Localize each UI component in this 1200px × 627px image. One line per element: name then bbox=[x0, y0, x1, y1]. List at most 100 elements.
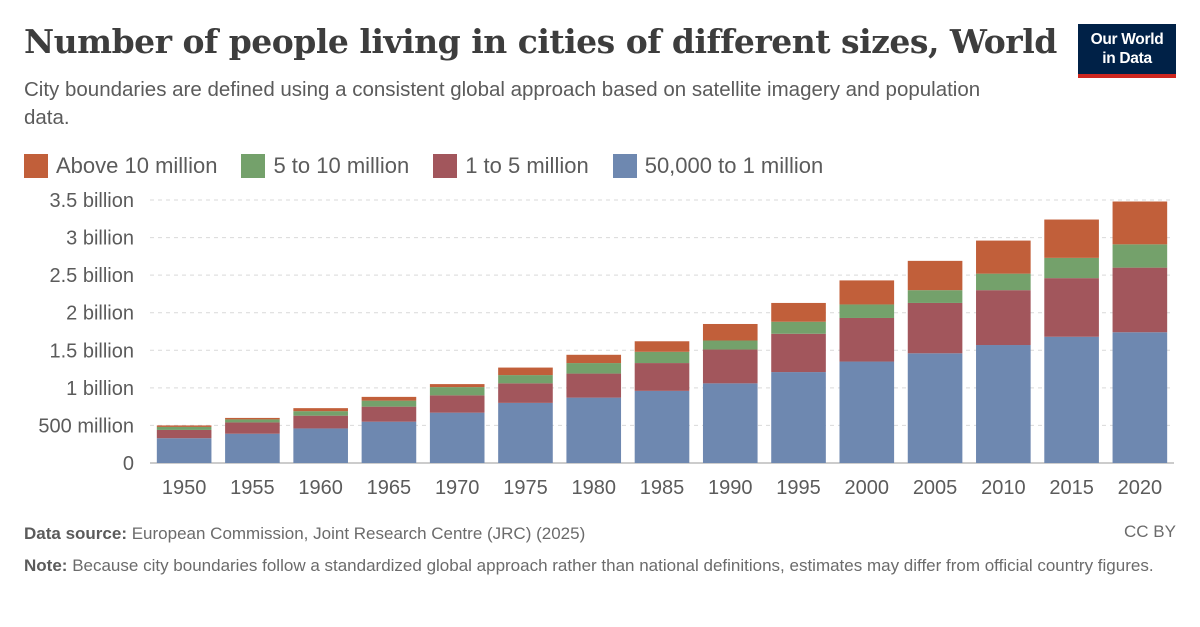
bar-segment-1985-series-2[interactable] bbox=[634, 351, 690, 364]
x-tick-label: 2000 bbox=[845, 477, 890, 499]
bar-segment-1965-series-0[interactable] bbox=[361, 421, 417, 463]
bar-segment-2005-series-3[interactable] bbox=[907, 260, 963, 291]
bar-segment-2015-series-3[interactable] bbox=[1044, 219, 1099, 258]
x-tick-label: 1995 bbox=[776, 477, 821, 499]
bar-segment-2005-series-1[interactable] bbox=[907, 302, 963, 354]
bar-segment-1990-series-1[interactable] bbox=[702, 349, 758, 384]
bar-segment-1965-series-2[interactable] bbox=[361, 400, 417, 407]
bar-segment-1985-series-0[interactable] bbox=[634, 390, 690, 463]
bar-segment-2010-series-2[interactable] bbox=[976, 273, 1031, 291]
bar-segment-1970-series-0[interactable] bbox=[429, 412, 485, 463]
legend-label-above-10m: Above 10 million bbox=[56, 153, 218, 178]
x-tick-label: 1965 bbox=[367, 477, 412, 499]
bar-segment-1995-series-3[interactable] bbox=[771, 302, 826, 322]
x-tick-label: 1950 bbox=[162, 477, 207, 499]
bar-segment-1990-series-3[interactable] bbox=[702, 323, 758, 341]
legend-item-above-10m[interactable]: Above 10 million bbox=[24, 153, 217, 179]
license-link[interactable]: CC BY bbox=[1124, 522, 1176, 541]
x-tick-label: 1970 bbox=[435, 477, 480, 499]
bar-segment-1970-series-3[interactable] bbox=[429, 384, 485, 388]
bar-segment-1960-series-0[interactable] bbox=[293, 428, 348, 463]
y-tick-label: 3.5 billion bbox=[49, 190, 134, 212]
bar-segment-1950-series-3[interactable] bbox=[156, 425, 212, 427]
legend-swatch-5-to-10m bbox=[241, 154, 266, 178]
bar-segment-1960-series-3[interactable] bbox=[293, 408, 348, 412]
bar-segment-1975-series-2[interactable] bbox=[498, 375, 553, 384]
x-tick-label: 2005 bbox=[913, 477, 958, 499]
bar-segment-2020-series-2[interactable] bbox=[1112, 244, 1168, 268]
x-tick-label: 1980 bbox=[571, 477, 616, 499]
logo-line-1: Our World bbox=[1090, 31, 1164, 48]
chart-note: Note: Because city boundaries follow a s… bbox=[24, 554, 1164, 577]
bar-segment-1955-series-1[interactable] bbox=[225, 422, 280, 434]
bar-segment-1990-series-2[interactable] bbox=[702, 340, 758, 350]
bar-segment-1965-series-3[interactable] bbox=[361, 396, 417, 401]
bar-segment-2005-series-0[interactable] bbox=[907, 353, 963, 463]
bar-segment-1980-series-0[interactable] bbox=[566, 397, 622, 463]
y-tick-label: 1 billion bbox=[66, 378, 134, 400]
source-label: Data source: bbox=[24, 524, 127, 543]
data-source: Data source: European Commission, Joint … bbox=[24, 522, 585, 545]
bar-segment-1975-series-3[interactable] bbox=[498, 367, 553, 376]
logo-line-2: in Data bbox=[1102, 50, 1152, 67]
bar-segment-1955-series-2[interactable] bbox=[225, 419, 280, 423]
bar-segment-2020-series-0[interactable] bbox=[1112, 332, 1168, 463]
bar-segment-2010-series-1[interactable] bbox=[976, 290, 1031, 346]
bar-segment-1985-series-3[interactable] bbox=[634, 341, 690, 352]
legend-label-5-to-10m: 5 to 10 million bbox=[273, 153, 410, 178]
bar-segment-1960-series-1[interactable] bbox=[293, 415, 348, 429]
y-tick-label: 3 billion bbox=[66, 228, 134, 250]
bar-segment-2015-series-1[interactable] bbox=[1044, 278, 1099, 337]
bar-segment-1990-series-0[interactable] bbox=[702, 383, 758, 463]
x-tick-label: 1960 bbox=[298, 477, 343, 499]
x-tick-label: 1975 bbox=[503, 477, 548, 499]
x-tick-label: 1955 bbox=[230, 477, 275, 499]
x-tick-label: 1985 bbox=[640, 477, 685, 499]
bar-segment-1995-series-2[interactable] bbox=[771, 321, 826, 334]
y-axis-tick-labels: 0 500 million 1 billion 1.5 billion 2 billio… bbox=[38, 190, 134, 475]
bar-segment-1970-series-2[interactable] bbox=[429, 387, 485, 396]
bar-segment-1960-series-2[interactable] bbox=[293, 411, 348, 416]
legend-swatch-above-10m bbox=[24, 154, 48, 178]
bar-segment-1950-series-0[interactable] bbox=[156, 438, 212, 463]
bar-segment-1975-series-1[interactable] bbox=[498, 383, 553, 403]
bar-segment-1980-series-2[interactable] bbox=[566, 363, 622, 374]
bar-segment-2005-series-2[interactable] bbox=[907, 290, 963, 303]
bar-segment-2000-series-1[interactable] bbox=[839, 317, 895, 362]
bar-segment-1970-series-1[interactable] bbox=[429, 395, 485, 413]
bar-segment-2010-series-0[interactable] bbox=[976, 345, 1031, 463]
stacked-bar-chart: 0 500 million 1 billion 1.5 billion 2 billio… bbox=[38, 190, 1174, 499]
legend-item-5-to-10m[interactable]: 5 to 10 million bbox=[241, 153, 409, 179]
bar-segment-1975-series-0[interactable] bbox=[498, 402, 553, 463]
bar-segment-1995-series-1[interactable] bbox=[771, 333, 826, 373]
x-tick-label: 1990 bbox=[708, 477, 753, 499]
legend-item-50k-to-1m[interactable]: 50,000 to 1 million bbox=[612, 153, 823, 179]
x-tick-label: 2015 bbox=[1049, 477, 1094, 499]
y-tick-label: 0 bbox=[123, 453, 134, 475]
bar-segment-2010-series-3[interactable] bbox=[976, 240, 1031, 274]
bar-segment-1950-series-1[interactable] bbox=[156, 429, 212, 439]
chart-legend: Above 10 million 5 to 10 million 1 to 5 … bbox=[24, 153, 847, 179]
bar-segment-1950-series-2[interactable] bbox=[156, 426, 212, 430]
bar-segment-1995-series-0[interactable] bbox=[771, 372, 826, 463]
legend-item-1-to-5m[interactable]: 1 to 5 million bbox=[433, 153, 589, 179]
bar-segment-1955-series-3[interactable] bbox=[225, 417, 280, 420]
bar-segment-2000-series-2[interactable] bbox=[839, 304, 895, 318]
bar-segment-1980-series-3[interactable] bbox=[566, 354, 622, 364]
x-tick-label: 2020 bbox=[1118, 477, 1163, 499]
bar-segment-2000-series-0[interactable] bbox=[839, 361, 895, 463]
bar-segment-1965-series-1[interactable] bbox=[361, 406, 417, 422]
y-tick-label: 2 billion bbox=[66, 303, 134, 325]
note-text: Because city boundaries follow a standar… bbox=[72, 556, 1154, 575]
bar-segment-2020-series-1[interactable] bbox=[1112, 267, 1168, 333]
bar-segment-1985-series-1[interactable] bbox=[634, 363, 690, 391]
bar-segment-2015-series-2[interactable] bbox=[1044, 257, 1099, 279]
bar-segment-2015-series-0[interactable] bbox=[1044, 336, 1099, 463]
bar-segment-2000-series-3[interactable] bbox=[839, 280, 895, 305]
bar-segment-1955-series-0[interactable] bbox=[225, 433, 280, 463]
bar-segment-2020-series-3[interactable] bbox=[1112, 201, 1168, 245]
bars bbox=[156, 201, 1168, 463]
bar-segment-1980-series-1[interactable] bbox=[566, 373, 622, 398]
x-tick-label: 2010 bbox=[981, 477, 1026, 499]
owid-logo[interactable]: Our World in Data bbox=[1078, 24, 1176, 78]
